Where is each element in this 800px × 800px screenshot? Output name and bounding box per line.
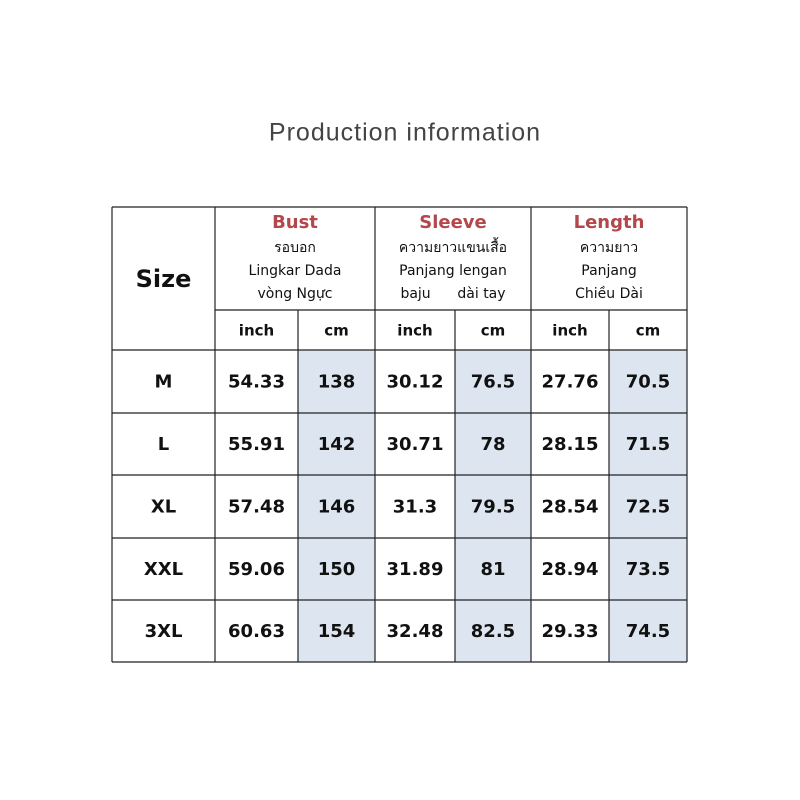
value-cell: 71.5 — [626, 434, 670, 455]
group-title: Length — [574, 212, 645, 233]
group-subtitle: Panjang — [581, 263, 637, 279]
cm-shade — [455, 350, 531, 662]
group-subtitle: รอบอก — [274, 240, 316, 256]
value-cell: 31.89 — [387, 559, 444, 580]
value-cell: 30.71 — [387, 434, 444, 455]
group-title: Sleeve — [419, 212, 487, 233]
value-cell: 150 — [318, 559, 356, 580]
group-subtitle: Lingkar Dada — [249, 263, 342, 279]
page-title: Production information — [269, 119, 541, 147]
size-cell: XL — [151, 497, 176, 518]
value-cell: 57.48 — [228, 497, 285, 518]
value-cell: 146 — [318, 497, 356, 518]
cm-shade — [298, 350, 375, 662]
value-cell: 73.5 — [626, 559, 670, 580]
value-cell: 28.94 — [542, 559, 599, 580]
group-subtitle: Chiều Dài — [575, 285, 643, 302]
value-cell: 82.5 — [471, 621, 515, 642]
value-cell: 70.5 — [626, 372, 670, 393]
value-cell: 74.5 — [626, 621, 670, 642]
unit-label: inch — [552, 322, 587, 340]
value-cell: 54.33 — [228, 372, 285, 393]
group-title: Bust — [272, 212, 318, 233]
value-cell: 28.15 — [542, 434, 599, 455]
group-subtitle: vòng Ngực — [258, 286, 333, 302]
unit-label: inch — [239, 322, 274, 340]
value-cell: 29.33 — [542, 621, 599, 642]
value-cell: 78 — [480, 434, 505, 455]
size-table: Size Bust รอบอก Lingkar Dada vòng Ngực Sleeve… — [111, 206, 688, 663]
value-cell: 60.63 — [228, 621, 285, 642]
value-cell: 27.76 — [542, 372, 599, 393]
unit-label: cm — [481, 322, 506, 340]
unit-label: cm — [324, 322, 349, 340]
value-cell: 142 — [318, 434, 356, 455]
value-cell: 154 — [318, 621, 356, 642]
size-cell: XXL — [144, 559, 183, 580]
value-cell: 55.91 — [228, 434, 285, 455]
size-cell: M — [155, 372, 173, 393]
value-cell: 32.48 — [387, 621, 444, 642]
value-cell: 30.12 — [387, 372, 444, 393]
group-subtitle: ความยาวแขนเสื้อ — [399, 237, 507, 256]
group-subtitle: ความยาว — [580, 240, 638, 256]
cm-shade — [609, 350, 687, 662]
value-cell: 76.5 — [471, 372, 515, 393]
size-cell: 3XL — [145, 621, 183, 642]
value-cell: 79.5 — [471, 497, 515, 518]
unit-label: inch — [397, 322, 432, 340]
size-header: Size — [136, 265, 192, 293]
value-cell: 138 — [318, 372, 356, 393]
group-subtitle: Panjang lengan — [399, 263, 507, 279]
value-cell: 28.54 — [542, 497, 599, 518]
value-cell: 72.5 — [626, 497, 670, 518]
group-subtitle: baju dài tay — [400, 286, 505, 302]
value-cell: 59.06 — [228, 559, 285, 580]
size-cell: L — [158, 434, 169, 455]
unit-label: cm — [636, 322, 661, 340]
value-cell: 31.3 — [393, 497, 437, 518]
value-cell: 81 — [480, 559, 505, 580]
